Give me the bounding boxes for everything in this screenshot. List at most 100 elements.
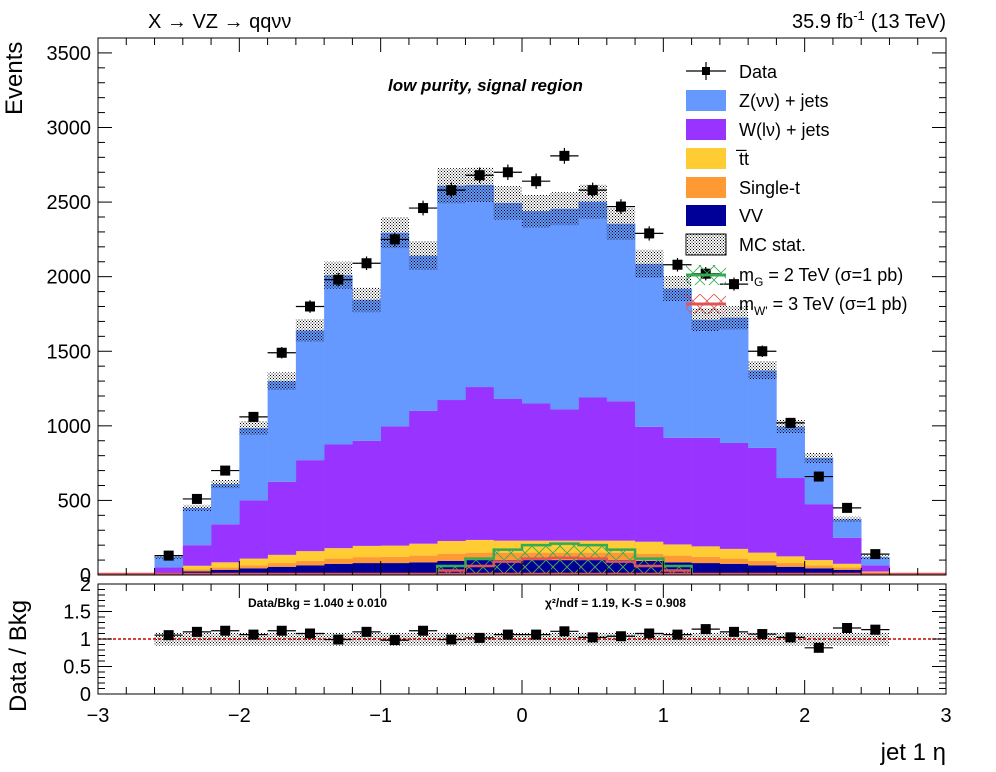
ratio-point-1 <box>182 626 212 637</box>
bar-tt-22 <box>776 556 805 564</box>
bar-st-19 <box>691 556 721 564</box>
bar-z-5 <box>295 330 325 461</box>
ratio-axes: 0 0.5 1 1.5 2 −3 −2 −1 0 1 2 3 <box>63 574 951 727</box>
x-axis-title: jet 1 η <box>880 739 946 766</box>
ratio-point-16 <box>606 631 636 642</box>
data-marker-17 <box>644 228 655 239</box>
bar-z-0 <box>154 556 184 568</box>
ratio-marker-18 <box>672 629 683 640</box>
bar-tt-19 <box>691 546 721 557</box>
ratio-marker-9 <box>418 625 429 636</box>
bar-z-8 <box>380 232 410 427</box>
bar-z-14 <box>550 208 579 410</box>
ratio-band-bin-24 <box>832 632 862 646</box>
y-tick-label-3: 1500 <box>47 341 92 363</box>
bar-z-7 <box>352 299 381 441</box>
mc-stat-bin-4 <box>267 372 296 390</box>
bar-z-6 <box>324 275 353 445</box>
legend-entry-data: Data <box>686 62 778 82</box>
bar-tt-21 <box>748 552 777 561</box>
ratio-point-14 <box>550 626 579 637</box>
mc-stat-bin-9 <box>408 241 438 271</box>
ratio-plot: 0 0.5 1 1.5 2 −3 −2 −1 0 1 2 3 Data / Bkg Data/Bkg … <box>5 574 952 766</box>
bar-w-21 <box>748 447 777 553</box>
mc-stat-bin-17 <box>635 249 664 278</box>
bar-w-22 <box>776 478 805 557</box>
data-marker-24 <box>842 502 853 513</box>
ratio-point-4 <box>267 625 296 636</box>
data-point-17 <box>635 226 664 241</box>
legend-swatch-w <box>686 119 726 140</box>
bar-z-4 <box>267 381 297 482</box>
bar-st-10 <box>437 553 466 561</box>
data-marker-5 <box>305 301 315 312</box>
bar-tt-9 <box>408 543 438 556</box>
bar-st-6 <box>324 558 353 564</box>
bar-w-17 <box>635 426 664 542</box>
ratio-y-tick-label-1: 0.5 <box>63 657 91 679</box>
ratio-marker-21 <box>757 629 768 640</box>
legend-label-signal-w: mW' = 3 TeV (σ=1 pb) <box>739 294 908 318</box>
data-point-25 <box>861 549 890 560</box>
legend-entry-mcstat: MC stat. <box>685 233 806 256</box>
x-tick-label-5: 2 <box>799 705 810 727</box>
bar-w-24 <box>832 537 862 564</box>
ratio-marker-16 <box>615 631 626 642</box>
data-point-9 <box>408 200 438 216</box>
mc-stat-bin-14 <box>550 192 579 226</box>
ratio-marker-22 <box>785 632 796 643</box>
data-point-10 <box>437 182 466 198</box>
bar-w-6 <box>324 444 353 549</box>
data-marker-20 <box>729 279 739 290</box>
bar-w-3 <box>239 500 268 559</box>
bar-tt-16 <box>606 540 636 553</box>
bar-tt-3 <box>239 558 268 566</box>
bar-z-19 <box>691 319 721 438</box>
mc-stat-bin-12 <box>493 186 522 220</box>
ratio-point-9 <box>408 625 438 636</box>
data-marker-2 <box>220 465 231 476</box>
data-point-15 <box>578 182 607 198</box>
bar-z-22 <box>776 426 805 479</box>
bar-tt-20 <box>719 548 749 559</box>
bar-vv-3 <box>239 568 268 575</box>
data-point-23 <box>804 471 833 482</box>
y-axis-title: Events <box>1 42 28 115</box>
legend-label-mcstat: MC stat. <box>739 235 806 255</box>
bar-w-5 <box>295 460 325 552</box>
ratio-band-bin-7 <box>352 632 381 646</box>
ratio-summary: Data/Bkg = 1.040 ± 0.010 <box>248 596 387 610</box>
ratio-marker-8 <box>389 635 400 646</box>
bar-vv-24 <box>832 569 862 575</box>
ratio-marker-5 <box>305 628 315 639</box>
bar-tt-11 <box>465 539 495 553</box>
bar-w-18 <box>663 437 692 545</box>
mc-stat-bin-23 <box>804 452 833 464</box>
legend-entry-w: W(lν) + jets <box>686 119 830 140</box>
data-marker-21 <box>757 346 768 357</box>
bar-st-7 <box>352 557 381 564</box>
bar-vv-7 <box>352 563 381 575</box>
bar-tt-7 <box>352 545 381 558</box>
bar-z-13 <box>522 211 551 404</box>
data-marker-11 <box>474 170 485 181</box>
data-point-18 <box>663 257 692 272</box>
bar-st-2 <box>211 567 240 570</box>
data-point-13 <box>522 173 551 189</box>
ratio-y-axis-title: Data / Bkg <box>5 600 32 712</box>
ratio-point-5 <box>295 628 325 639</box>
legend: Data Z(νν) + jets W(lν) + jets t̅t Singl… <box>685 62 908 318</box>
bar-w-12 <box>493 398 523 541</box>
x-tick-label-3: 0 <box>516 705 527 727</box>
x-tick-label-2: −1 <box>369 705 392 727</box>
legend-entry-vv: VV <box>686 205 763 226</box>
ratio-marker-2 <box>220 625 231 636</box>
data-marker-10 <box>446 185 457 196</box>
bar-z-2 <box>211 484 240 525</box>
bar-st-18 <box>663 555 692 563</box>
data-point-6 <box>324 273 353 287</box>
ratio-point-10 <box>437 634 466 645</box>
bar-st-20 <box>719 558 749 564</box>
legend-label-vv: VV <box>739 206 763 226</box>
ratio-point-8 <box>380 635 409 646</box>
